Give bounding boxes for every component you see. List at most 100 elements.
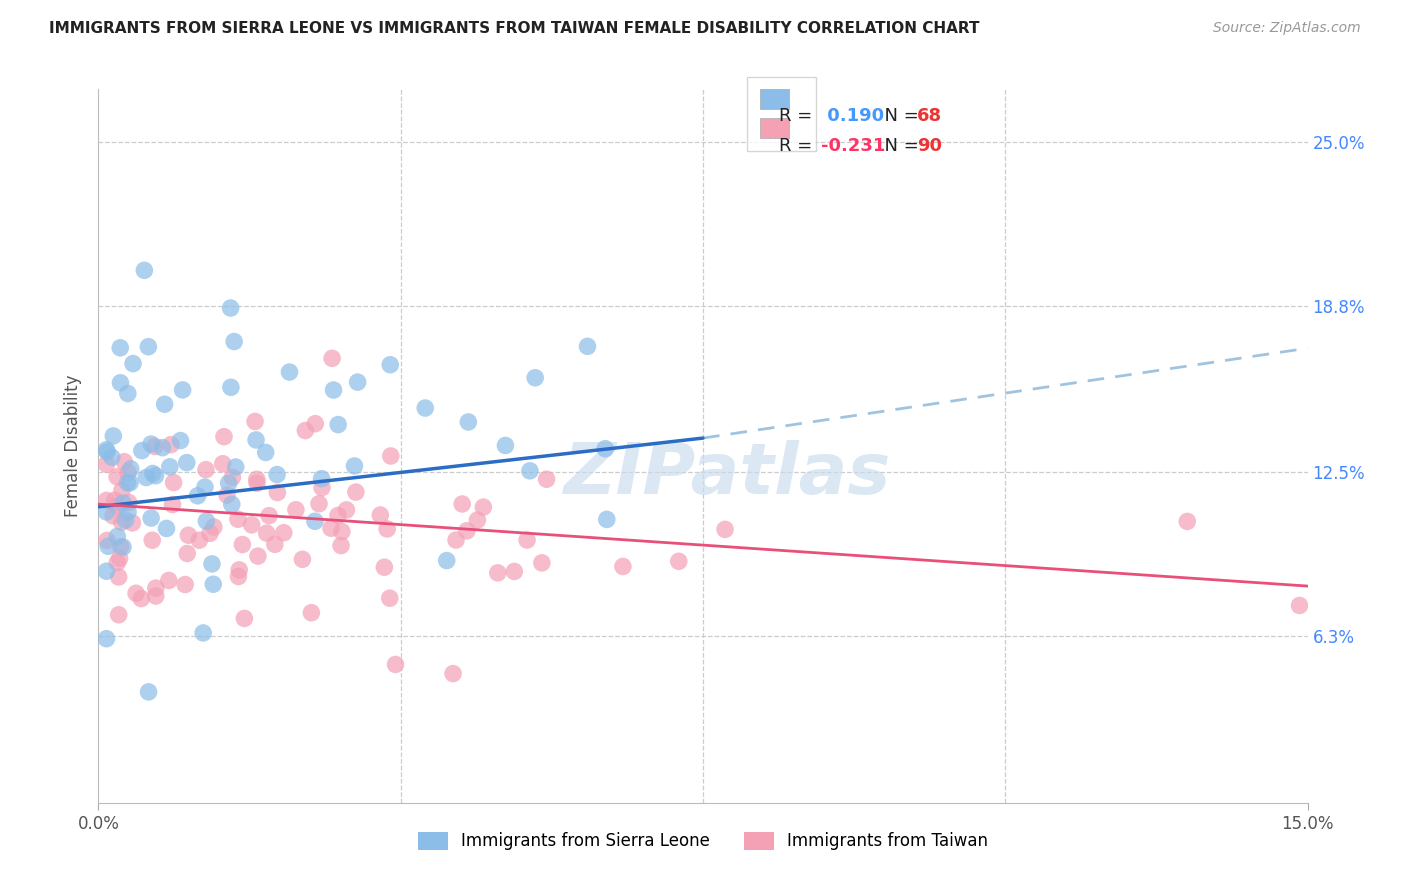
Point	[145, 468, 167, 483]
Point	[467, 513, 489, 527]
Point	[344, 485, 367, 500]
Point	[157, 574, 180, 588]
Point	[304, 514, 326, 528]
Point	[380, 449, 402, 463]
Point	[225, 460, 247, 475]
Point	[330, 539, 353, 553]
Point	[122, 357, 145, 371]
Point	[343, 458, 366, 473]
Point	[503, 565, 526, 579]
Point	[530, 556, 553, 570]
Point	[110, 341, 132, 355]
Point	[120, 475, 142, 490]
Point	[299, 606, 322, 620]
Y-axis label: Female Disability: Female Disability	[63, 375, 82, 517]
Point	[321, 351, 343, 366]
Point	[240, 517, 263, 532]
Point	[246, 476, 269, 491]
Point	[221, 470, 243, 484]
Point	[176, 456, 198, 470]
Point	[524, 370, 547, 384]
Point	[96, 632, 118, 646]
Point	[160, 437, 183, 451]
Text: 0.190: 0.190	[821, 106, 884, 125]
Point	[110, 540, 132, 554]
Point	[444, 533, 467, 547]
Point	[233, 611, 256, 625]
Point	[256, 526, 278, 541]
Point	[177, 528, 200, 542]
Point	[224, 334, 246, 349]
Point	[457, 415, 479, 429]
Point	[516, 533, 538, 547]
Point	[194, 480, 217, 494]
Point	[226, 512, 249, 526]
Point	[228, 569, 250, 583]
Point	[380, 358, 402, 372]
Point	[187, 489, 209, 503]
Text: -0.231: -0.231	[821, 137, 886, 155]
Point	[117, 475, 139, 490]
Point	[111, 515, 134, 529]
Point	[105, 529, 128, 543]
Point	[117, 495, 139, 509]
Point	[494, 438, 516, 452]
Point	[103, 429, 125, 443]
Point	[246, 472, 269, 486]
Point	[145, 589, 167, 603]
Point	[112, 496, 135, 510]
Point	[486, 566, 509, 580]
Point	[174, 577, 197, 591]
Point	[211, 457, 233, 471]
Point	[441, 666, 464, 681]
Point	[576, 339, 599, 353]
Point	[135, 470, 157, 484]
Point	[266, 485, 288, 500]
Point	[96, 533, 118, 548]
Point	[294, 424, 316, 438]
Point	[141, 533, 163, 548]
Point	[112, 540, 135, 554]
Point	[131, 443, 153, 458]
Point	[436, 553, 458, 567]
Point	[117, 466, 139, 480]
Point	[142, 467, 165, 481]
Point	[257, 508, 280, 523]
Text: R =: R =	[779, 106, 818, 125]
Point	[138, 340, 160, 354]
Point	[218, 476, 240, 491]
Point	[202, 577, 225, 591]
Point	[117, 505, 139, 519]
Point	[335, 503, 357, 517]
Point	[519, 464, 541, 478]
Point	[155, 521, 177, 535]
Point	[228, 563, 250, 577]
Legend: Immigrants from Sierra Leone, Immigrants from Taiwan: Immigrants from Sierra Leone, Immigrants…	[409, 823, 997, 859]
Text: ZIPatlas: ZIPatlas	[564, 440, 891, 509]
Point	[195, 514, 218, 528]
Text: N =: N =	[873, 137, 925, 155]
Point	[176, 546, 198, 560]
Point	[278, 365, 301, 379]
Point	[612, 559, 634, 574]
Point	[129, 591, 152, 606]
Point	[162, 475, 184, 490]
Point	[107, 570, 129, 584]
Point	[304, 417, 326, 431]
Point	[111, 483, 134, 498]
Point	[117, 386, 139, 401]
Text: R =: R =	[779, 137, 818, 155]
Point	[311, 472, 333, 486]
Point	[201, 557, 224, 571]
Point	[97, 539, 120, 553]
Point	[139, 511, 162, 525]
Point	[319, 521, 342, 535]
Point	[668, 554, 690, 568]
Point	[243, 414, 266, 428]
Point	[378, 591, 401, 606]
Point	[105, 500, 128, 514]
Point	[375, 522, 398, 536]
Point	[96, 442, 118, 457]
Point	[346, 375, 368, 389]
Point	[103, 493, 125, 508]
